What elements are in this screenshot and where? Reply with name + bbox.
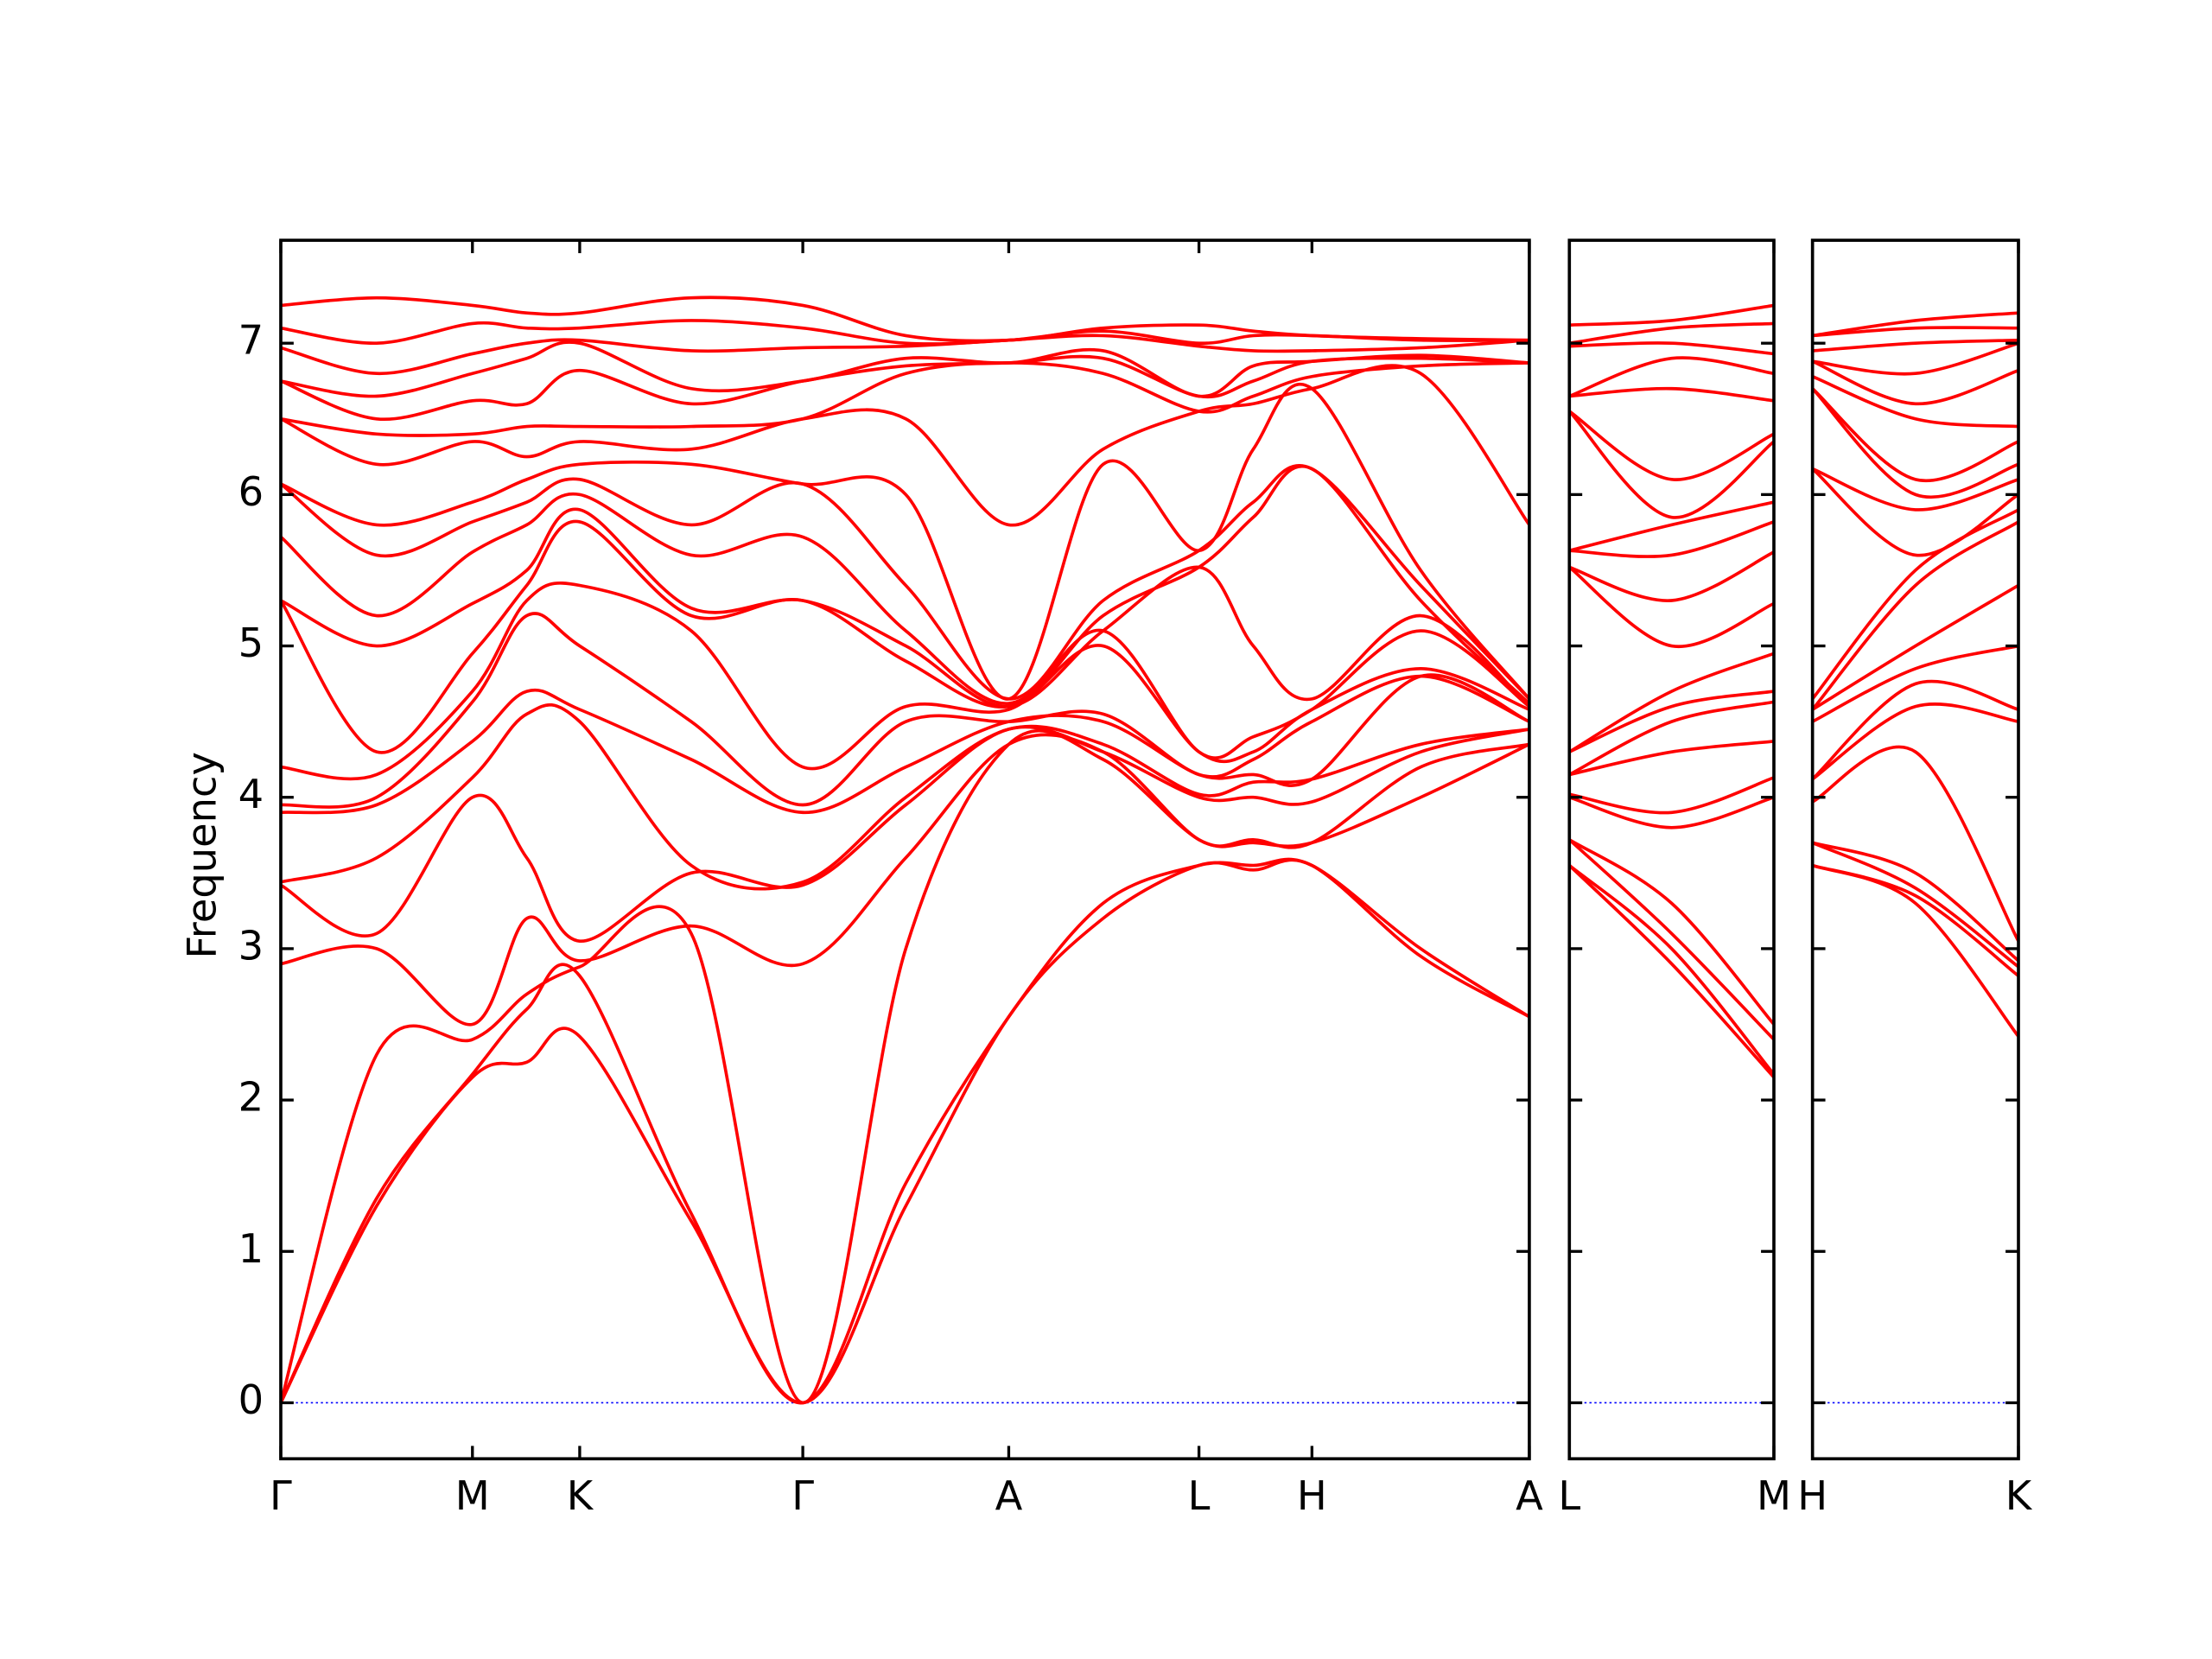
band-line: [280, 673, 1530, 815]
band-line: [1811, 387, 2019, 483]
band-line: [280, 334, 1530, 376]
band-line: [1811, 508, 2019, 701]
band-line: [1568, 776, 1775, 815]
band-line: [1811, 467, 2019, 512]
y-axis-label: Frequency: [179, 752, 226, 958]
band-line: [1568, 356, 1775, 398]
band-line: [279, 858, 1530, 1405]
band-line: [280, 703, 1530, 891]
band-line: [1811, 702, 2019, 781]
y-tick-label: 4: [238, 771, 264, 817]
band-line: [1811, 644, 2019, 723]
band-line: [280, 382, 1531, 701]
plot-frame: [1567, 238, 1776, 1461]
band-line: [1812, 311, 2019, 338]
band-line: [1568, 864, 1776, 1079]
band-line: [1812, 341, 2019, 376]
band-line: [1569, 520, 1775, 558]
x-tick-label: M: [455, 1472, 490, 1519]
band-line: [280, 364, 1531, 527]
x-tick-label: M: [1757, 1472, 1791, 1519]
x-tick-label: K: [567, 1472, 594, 1519]
band-line: [1812, 326, 2019, 338]
band-line: [1568, 410, 1775, 481]
band-line: [1569, 303, 1775, 327]
x-tick-label: H: [1297, 1472, 1327, 1519]
band-line: [280, 507, 1531, 709]
band-line: [1568, 500, 1775, 552]
band-line: [280, 340, 1530, 398]
y-tick-label: 2: [238, 1074, 264, 1121]
band-line: [279, 519, 1530, 760]
band-line: [1811, 583, 2019, 711]
band-line: [280, 725, 1530, 943]
band-line: [1568, 795, 1775, 830]
y-tick-label: 3: [238, 922, 264, 969]
band-line: [1811, 745, 2020, 943]
band-line: [280, 733, 1530, 1027]
band-line: [1568, 700, 1775, 777]
x-tick-label: L: [1558, 1472, 1580, 1519]
y-tick-label: 6: [238, 468, 264, 515]
band-line: [1568, 652, 1775, 753]
band-line: [1811, 520, 2019, 711]
y-tick-label: 0: [238, 1376, 264, 1423]
band-line: [280, 582, 1530, 781]
band-line: [1568, 690, 1775, 753]
band-line: [279, 857, 1530, 1405]
x-tick-label: A: [1516, 1472, 1543, 1519]
band-line: [1811, 387, 2019, 499]
band-line: [1569, 386, 1775, 403]
band-line: [280, 296, 1529, 343]
band-line: [1567, 410, 1776, 519]
band-line: [1811, 359, 2019, 406]
x-tick-label: L: [1188, 1472, 1211, 1519]
plot-frame: [279, 238, 1531, 1461]
band-line: [1569, 341, 1775, 356]
band-line: [279, 463, 1531, 701]
y-tick-label: 5: [238, 620, 264, 666]
band-line: [1568, 864, 1776, 1076]
band-line: [1568, 740, 1775, 777]
band-line: [280, 612, 1530, 809]
band-line: [1811, 679, 2019, 781]
band-line: [279, 728, 1530, 1405]
band-line: [1568, 838, 1776, 1041]
band-line: [280, 361, 1529, 437]
y-tick-label: 1: [238, 1225, 264, 1272]
band-line: [1811, 841, 2020, 969]
band-line: [1568, 566, 1775, 649]
band-line: [1568, 550, 1775, 602]
x-tick-label: Γ: [270, 1472, 292, 1519]
y-tick-label: 7: [238, 317, 264, 364]
band-line: [1568, 838, 1776, 1026]
band-line: [1569, 321, 1775, 345]
x-tick-label: Γ: [791, 1472, 814, 1519]
band-line: [1811, 467, 2019, 557]
plot-frame: [1810, 238, 2020, 1461]
band-line: [1812, 338, 2019, 353]
band-line: [1812, 863, 2020, 977]
x-tick-label: H: [1797, 1472, 1827, 1519]
band-line: [1811, 375, 2019, 429]
band-line: [1812, 841, 2020, 963]
x-tick-label: A: [995, 1472, 1023, 1519]
x-tick-label: K: [2005, 1472, 2033, 1519]
